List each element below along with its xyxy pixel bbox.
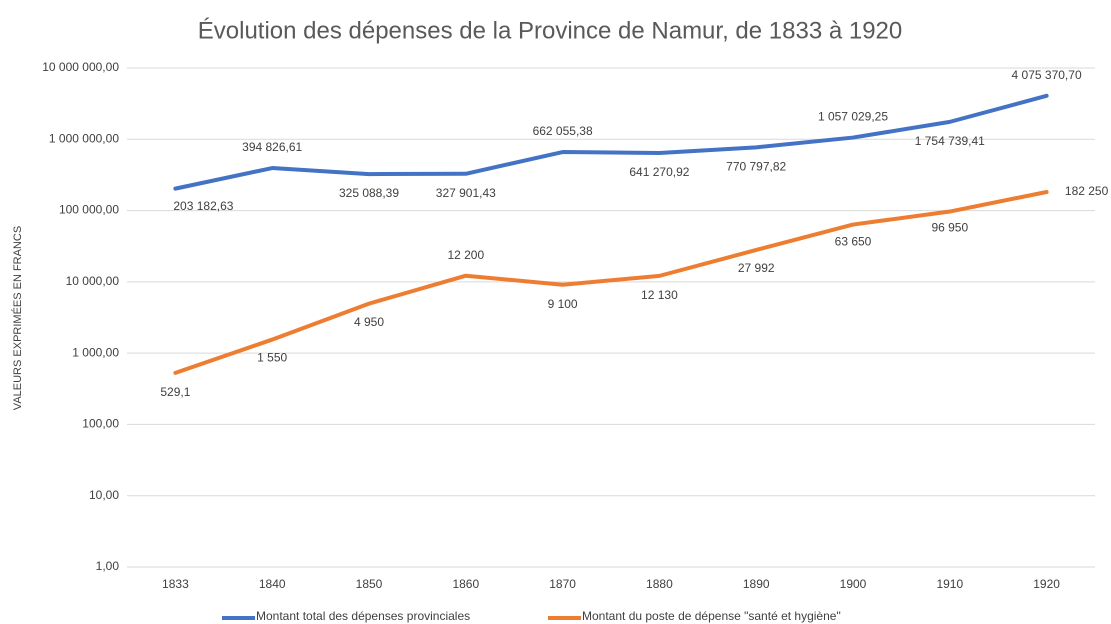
data-label: 4 950 (354, 315, 384, 329)
x-tick-label: 1900 (840, 577, 867, 591)
x-tick-label: 1920 (1033, 577, 1060, 591)
x-tick-label: 1870 (549, 577, 576, 591)
data-label: 1 057 029,25 (818, 110, 888, 124)
y-tick-label: 100,00 (82, 417, 119, 431)
series-line (173, 93, 1049, 191)
y-axis-label: VALEURS EXPRIMÉES EN FRANCS (11, 226, 24, 410)
y-tick-label: 100 000,00 (59, 203, 119, 217)
data-label: 641 270,92 (629, 165, 689, 179)
x-tick-label: 1860 (452, 577, 479, 591)
x-tick-label: 1833 (162, 577, 189, 591)
legend-label: Montant total des dépenses provinciales (256, 609, 470, 623)
data-label: 27 992 (738, 261, 775, 275)
data-label: 12 130 (641, 288, 678, 302)
data-label: 12 200 (447, 248, 484, 262)
data-label: 662 055,38 (533, 124, 593, 138)
y-tick-label: 1,00 (96, 559, 120, 573)
data-label: 770 797,82 (726, 160, 786, 174)
data-label: 182 250 (1065, 184, 1109, 198)
y-tick-label: 10 000,00 (66, 274, 120, 288)
y-tick-label: 1 000,00 (72, 345, 119, 359)
data-label: 1 754 739,41 (915, 134, 985, 148)
data-label: 9 100 (548, 297, 578, 311)
x-tick-label: 1890 (743, 577, 770, 591)
legend-label: Montant du poste de dépense "santé et hy… (582, 609, 841, 623)
data-label: 203 182,63 (173, 199, 233, 213)
data-label: 63 650 (835, 235, 872, 249)
chart-title: Évolution des dépenses de la Province de… (198, 17, 902, 44)
data-label: 96 950 (931, 221, 968, 235)
y-tick-label: 10,00 (89, 488, 119, 502)
data-label: 1 550 (257, 351, 287, 365)
data-label: 394 826,61 (242, 140, 302, 154)
y-tick-label: 10 000 000,00 (42, 60, 119, 74)
series-line (173, 189, 1049, 375)
x-tick-label: 1850 (356, 577, 383, 591)
y-tick-label: 1 000 000,00 (49, 131, 119, 145)
data-label: 327 901,43 (436, 186, 496, 200)
x-tick-label: 1910 (936, 577, 963, 591)
data-label: 4 075 370,70 (1012, 68, 1082, 82)
x-tick-label: 1840 (259, 577, 286, 591)
data-label: 529,1 (160, 385, 190, 399)
x-tick-label: 1880 (646, 577, 673, 591)
data-label: 325 088,39 (339, 186, 399, 200)
